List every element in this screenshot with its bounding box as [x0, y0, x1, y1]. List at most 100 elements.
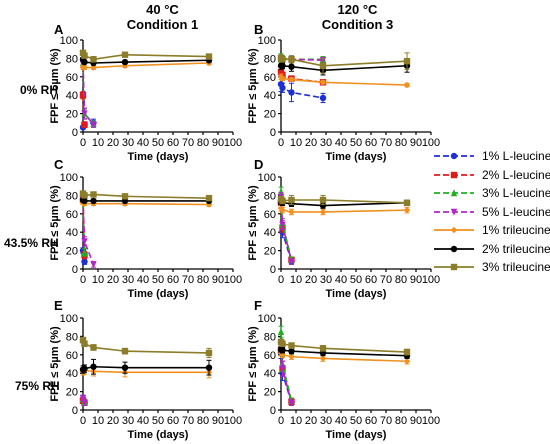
- y-tick-label: 0: [72, 127, 78, 139]
- y-axis-label: FPF ≤ 5µm (%): [247, 326, 259, 402]
- y-tick-label: 80: [264, 190, 276, 202]
- data-point: [403, 348, 411, 356]
- panel-letter: C: [54, 157, 64, 172]
- y-tick-label: 0: [72, 405, 78, 417]
- data-point: [403, 206, 411, 214]
- legend-swatch: [434, 226, 474, 234]
- data-point: [279, 365, 286, 373]
- x-tick-label: 40: [335, 274, 347, 286]
- data-point: [277, 205, 285, 212]
- x-tick-label: 20: [107, 137, 119, 149]
- panel-letter: D: [254, 157, 263, 172]
- x-tick-label: 40: [137, 415, 149, 427]
- y-tick-label: 20: [66, 109, 78, 121]
- legend-swatch-marker: [450, 226, 458, 234]
- data-point: [319, 208, 327, 216]
- y-tick-label: 80: [264, 331, 276, 343]
- series-3-trileucine: [277, 52, 411, 74]
- data-point: [403, 81, 411, 89]
- data-point: [81, 52, 88, 59]
- data-point: [205, 349, 213, 357]
- series-line: [280, 348, 408, 357]
- y-tick-label: 60: [264, 350, 276, 362]
- data-point: [279, 71, 286, 79]
- data-point: [319, 345, 327, 352]
- data-point: [319, 79, 327, 86]
- x-tick-label: 10: [290, 415, 302, 427]
- series-line: [82, 369, 209, 374]
- y-tick-label: 100: [258, 313, 276, 325]
- x-tick-label: 80: [395, 415, 407, 427]
- x-tick-label: 50: [152, 137, 164, 149]
- x-tick-label: 40: [137, 274, 149, 286]
- x-tick-label: 30: [122, 415, 134, 427]
- y-tick-label: 60: [66, 350, 78, 362]
- data-point: [81, 248, 88, 256]
- x-tick-label: 90: [410, 274, 422, 286]
- panel-letter: B: [254, 22, 263, 37]
- data-point: [90, 56, 97, 63]
- x-tick-label: 100: [224, 137, 242, 149]
- series-line: [82, 365, 209, 371]
- x-tick-label: 30: [320, 137, 332, 149]
- data-point: [288, 353, 295, 360]
- y-tick-label: 60: [264, 209, 276, 221]
- x-tick-label: 40: [137, 137, 149, 149]
- series-3-trileucine: [277, 194, 411, 207]
- x-tick-label: 80: [197, 137, 209, 149]
- data-point: [319, 62, 327, 69]
- x-tick-label: 70: [182, 274, 194, 286]
- y-tick-label: 80: [264, 53, 276, 65]
- y-tick-label: 40: [264, 227, 276, 239]
- series-2-trileucine: [79, 358, 213, 376]
- data-point: [81, 340, 88, 347]
- y-tick-label: 20: [66, 387, 78, 399]
- x-axis-label: Time (days): [326, 288, 387, 300]
- legend-label: 1% trileucine: [482, 223, 550, 237]
- y-tick-label: 0: [72, 264, 78, 276]
- series-3-trileucine: [79, 190, 213, 202]
- data-point: [277, 187, 285, 195]
- data-point: [79, 92, 87, 99]
- data-point: [319, 94, 327, 102]
- y-tick-label: 80: [66, 190, 78, 202]
- series-line: [82, 58, 210, 64]
- x-tick-label: 50: [350, 274, 362, 286]
- series-line: [82, 52, 210, 61]
- y-tick-label: 100: [258, 172, 276, 184]
- column-title-40c-line2: Condition 1: [126, 17, 199, 32]
- legend-swatch-marker: [450, 245, 458, 252]
- data-point: [279, 62, 286, 69]
- series-3-trileucine: [277, 338, 411, 356]
- y-tick-label: 0: [270, 405, 276, 417]
- x-tick-label: 50: [350, 415, 362, 427]
- y-tick-label: 60: [66, 209, 78, 221]
- data-point: [279, 206, 286, 214]
- column-title-120c-line1: 120 °C: [337, 2, 378, 17]
- y-tick-label: 20: [66, 246, 78, 258]
- data-point: [319, 196, 327, 204]
- data-point: [403, 57, 411, 65]
- legend-swatch: [434, 152, 474, 160]
- legend-swatch-marker: [450, 189, 458, 197]
- x-tick-label: 10: [92, 137, 104, 149]
- data-point: [121, 51, 129, 58]
- y-tick-label: 40: [66, 90, 78, 102]
- data-point: [81, 238, 88, 246]
- column-title-120c-line2: Condition 3: [321, 17, 394, 32]
- y-tick-label: 80: [66, 53, 78, 65]
- x-tick-label: 40: [335, 415, 347, 427]
- x-tick-label: 0: [278, 137, 284, 149]
- y-tick-label: 100: [60, 313, 78, 325]
- data-point: [81, 192, 88, 199]
- series-line: [280, 83, 324, 99]
- series-5-l-leucine: [79, 394, 88, 407]
- x-tick-label: 100: [422, 137, 440, 149]
- x-tick-label: 80: [395, 274, 407, 286]
- data-point: [205, 364, 213, 371]
- row-label-75-rh: 75% RH: [15, 379, 60, 393]
- x-tick-label: 30: [320, 274, 332, 286]
